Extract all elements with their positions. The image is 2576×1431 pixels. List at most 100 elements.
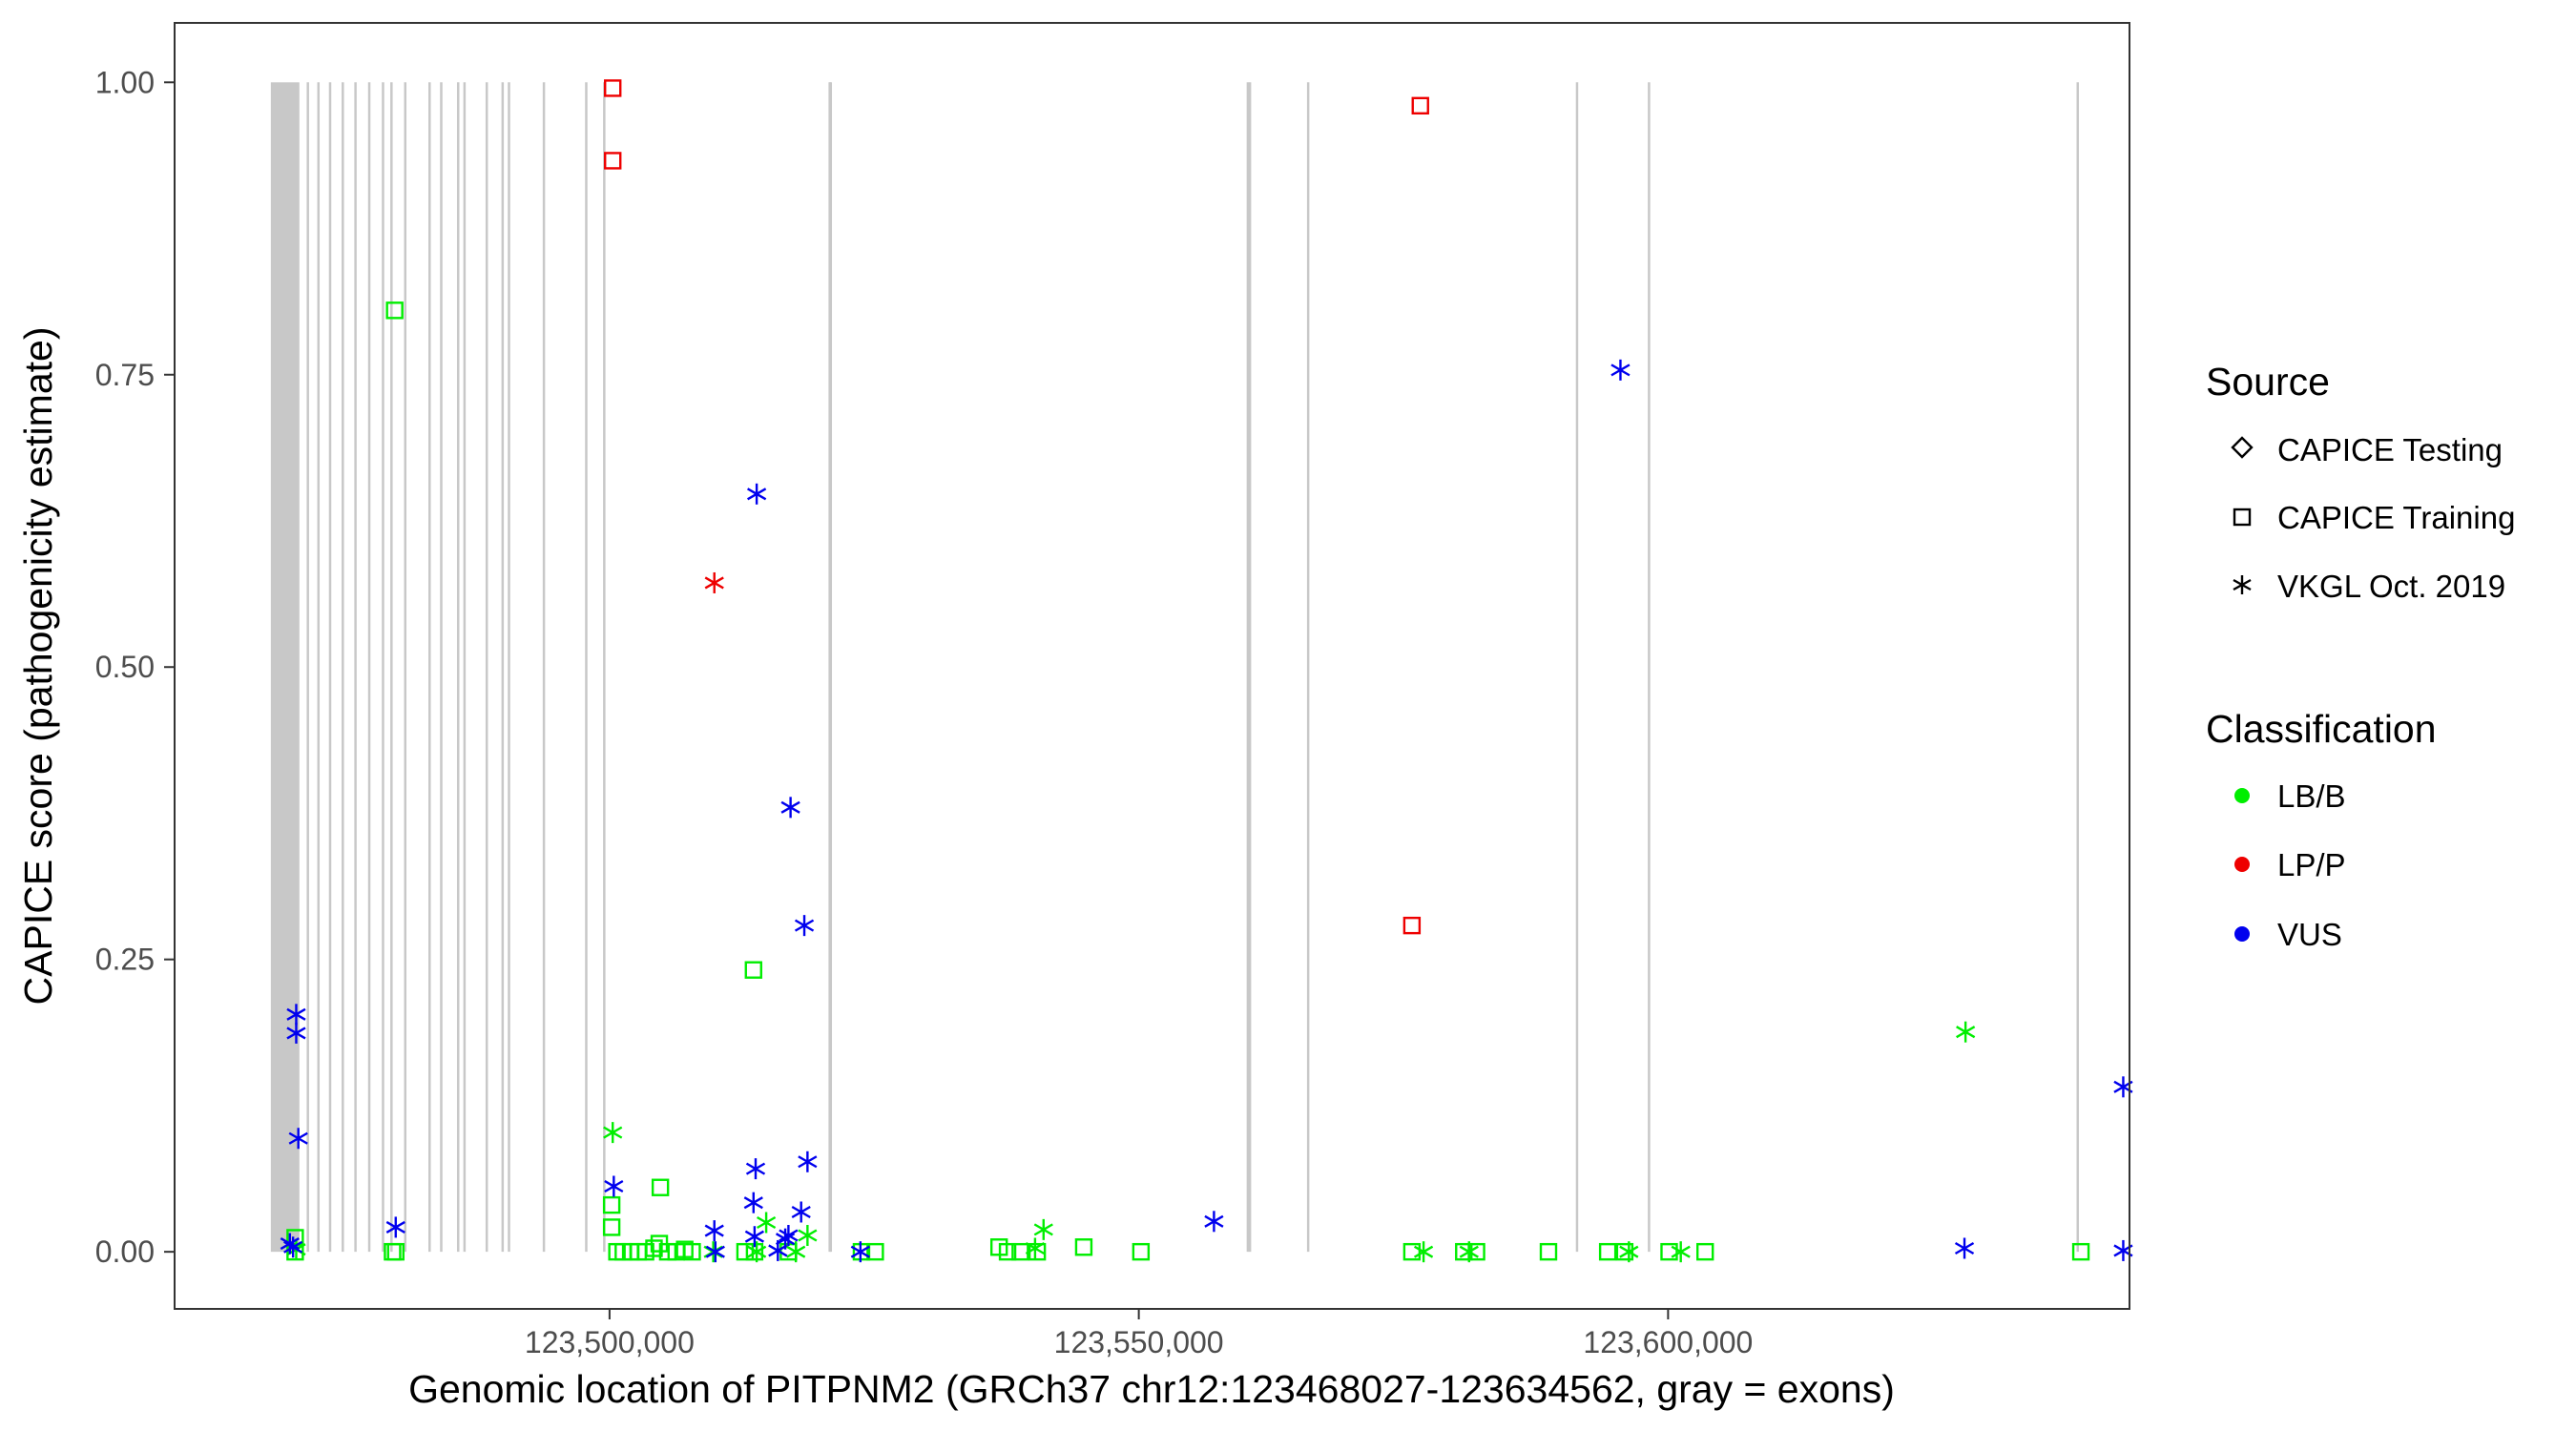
legend-item-vkgl: VKGL Oct. 2019 [2233, 569, 2505, 604]
y-axis-title: CAPICE score (pathogenicity estimate) [16, 327, 60, 1006]
y-tick-label: 0.00 [95, 1234, 155, 1269]
point-vkgl-oct-2019-lb-b [756, 1212, 777, 1234]
legend-item-capice-training: CAPICE Training [2233, 500, 2515, 535]
lpp-color-dot-icon [2234, 857, 2250, 872]
point-capice-training-lb-b [1074, 1238, 1093, 1256]
point-vkgl-oct-2019-vus [745, 1158, 766, 1180]
plot-panel-border [174, 22, 2130, 1310]
point-vkgl-oct-2019-vus [747, 483, 767, 505]
point-vkgl-oct-2019-vus [1610, 359, 1631, 381]
exon-layer [270, 82, 2079, 1253]
point-capice-training-lp-p [1411, 96, 1429, 115]
diamond-key-icon [2231, 436, 2254, 459]
x-tick-label: 123,500,000 [525, 1325, 695, 1359]
point-capice-training-lb-b [645, 1239, 663, 1257]
legend-classification-title: Classification [2206, 707, 2437, 751]
point-vkgl-oct-2019-vus [1954, 1237, 1975, 1259]
legend-source: Source CAPICE Testing CAPICE Training VK… [2206, 360, 2515, 604]
x-axis: 123,500,000 123,550,000 123,600,000 [525, 1309, 1753, 1359]
point-vkgl-oct-2019-lb-b [786, 1241, 806, 1263]
legend-label-lpp: LP/P [2277, 847, 2346, 882]
point-capice-training-lb-b [1132, 1242, 1151, 1261]
point-vkgl-oct-2019-vus [850, 1241, 870, 1263]
points-layer [280, 79, 2133, 1263]
y-tick-label: 0.50 [95, 650, 155, 684]
point-capice-training-lb-b [385, 301, 404, 320]
point-vkgl-oct-2019-vus [705, 1241, 725, 1263]
point-capice-training-lp-p [604, 152, 622, 170]
point-capice-training-lp-p [1402, 916, 1422, 935]
point-vkgl-oct-2019-vus [743, 1192, 763, 1213]
point-vkgl-oct-2019-lb-b [1956, 1021, 1976, 1043]
point-vkgl-oct-2019-vus [704, 1220, 724, 1242]
lbb-color-dot-icon [2234, 788, 2250, 803]
point-vkgl-oct-2019-vus [283, 1236, 303, 1258]
point-vkgl-oct-2019-lb-b [1025, 1237, 1046, 1259]
point-vkgl-oct-2019-vus [780, 797, 800, 819]
y-tick-label: 1.00 [95, 65, 155, 99]
point-vkgl-oct-2019-vus [779, 1224, 799, 1246]
square-key-icon [2233, 508, 2252, 527]
x-axis-title: Genomic location of PITPNM2 (GRCh37 chr1… [408, 1367, 1895, 1411]
point-vkgl-oct-2019-vus [286, 1022, 306, 1044]
legend-item-lbb: LB/B [2234, 778, 2346, 814]
point-capice-training-lb-b [651, 1178, 670, 1196]
point-vkgl-oct-2019-vus [288, 1128, 308, 1150]
point-vkgl-oct-2019-vus [794, 915, 815, 937]
point-capice-training-lb-b [1615, 1242, 1634, 1261]
point-vkgl-oct-2019-vus [385, 1216, 405, 1238]
y-tick-label: 0.75 [95, 358, 155, 392]
point-capice-training-lb-b [386, 1242, 405, 1261]
point-capice-training-lb-b [1660, 1242, 1678, 1261]
point-vkgl-oct-2019-vus [280, 1233, 300, 1255]
legend-label-vkgl: VKGL Oct. 2019 [2277, 569, 2505, 604]
exon-band [270, 82, 300, 1253]
point-vkgl-oct-2019-lb-b [603, 1122, 623, 1144]
point-capice-training-lb-b [866, 1242, 884, 1261]
point-capice-training-lb-b [1696, 1242, 1714, 1261]
point-vkgl-oct-2019-lb-b [1619, 1241, 1639, 1263]
legend-item-lpp: LP/P [2234, 847, 2346, 882]
point-capice-training-lb-b [744, 961, 762, 979]
point-vkgl-oct-2019-vus [744, 1226, 764, 1248]
y-axis: 0.00 0.25 0.50 0.75 1.00 [95, 65, 175, 1269]
point-capice-training-lb-b [1539, 1242, 1558, 1261]
point-capice-training-lb-b [1402, 1242, 1422, 1261]
legend-classification: Classification LB/B LP/P VUS [2206, 707, 2437, 952]
legend-label-capice-testing: CAPICE Testing [2277, 432, 2503, 467]
point-capice-training-lb-b [602, 1218, 621, 1236]
asterisk-key-icon [2233, 575, 2252, 594]
point-vkgl-oct-2019-lb-b [1413, 1241, 1434, 1263]
legend-label-lbb: LB/B [2277, 778, 2346, 814]
point-capice-training-lp-p [604, 79, 622, 97]
point-vkgl-oct-2019-lb-b [1459, 1241, 1479, 1263]
point-capice-training-lb-b [998, 1242, 1017, 1261]
point-vkgl-oct-2019-lp-p [704, 571, 724, 593]
point-vkgl-oct-2019-vus [768, 1239, 788, 1261]
point-vkgl-oct-2019-vus [286, 1004, 306, 1026]
x-tick-label: 123,550,000 [1054, 1325, 1224, 1359]
vus-color-dot-icon [2234, 926, 2250, 942]
point-capice-training-lb-b [1598, 1242, 1617, 1261]
point-vkgl-oct-2019-lb-b [1033, 1218, 1053, 1240]
point-capice-training-lb-b [2071, 1242, 2090, 1261]
point-vkgl-oct-2019-lb-b [747, 1241, 767, 1263]
legend-item-vus: VUS [2234, 917, 2342, 952]
y-tick-label: 0.25 [95, 943, 155, 977]
point-vkgl-oct-2019-vus [604, 1175, 624, 1197]
point-vkgl-oct-2019-vus [1204, 1211, 1224, 1233]
legend-label-vus: VUS [2277, 917, 2342, 952]
point-capice-training-lb-b [1455, 1242, 1473, 1261]
point-vkgl-oct-2019-lb-b [798, 1224, 818, 1246]
legend-source-title: Source [2206, 360, 2330, 404]
point-vkgl-oct-2019-lb-b [1671, 1241, 1691, 1263]
point-capice-training-lb-b [683, 1242, 701, 1261]
point-capice-training-lb-b [736, 1242, 755, 1261]
x-tick-label: 123,600,000 [1583, 1325, 1753, 1359]
point-vkgl-oct-2019-vus [791, 1201, 811, 1223]
point-vkgl-oct-2019-vus [798, 1151, 818, 1172]
legend-item-capice-testing: CAPICE Testing [2231, 432, 2503, 467]
point-capice-training-lb-b [602, 1195, 621, 1214]
